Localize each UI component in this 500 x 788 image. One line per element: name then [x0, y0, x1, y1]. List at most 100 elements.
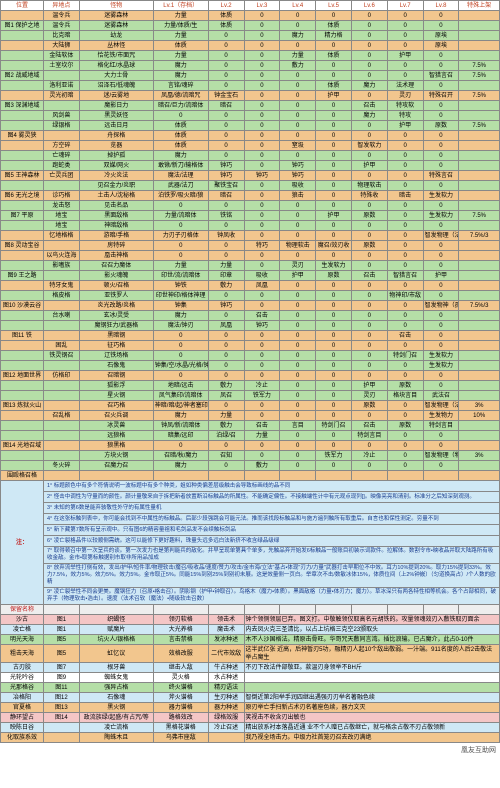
cell: 原数 [351, 241, 387, 251]
cell: 智发软力 [351, 141, 387, 151]
cell [1, 281, 44, 291]
cell [459, 361, 500, 371]
cell: 龙击怒 [43, 201, 79, 211]
cell: 力量 [153, 11, 208, 21]
cell: 地暗/远击 [153, 381, 208, 391]
cell: 0 [153, 241, 208, 251]
cell: 0 [316, 61, 352, 71]
cell: 图9 王之路 [1, 271, 44, 281]
cell: 0 [208, 331, 244, 341]
cell: 大力士骨 [79, 71, 153, 81]
cell: 原埃 [423, 41, 459, 51]
cell: 0 [208, 51, 244, 61]
cell: 方块火钢 [79, 451, 153, 461]
cell: 0 [280, 101, 316, 111]
cell: 灵刃 [351, 391, 387, 401]
cell: 0 [316, 341, 352, 351]
cell: 0 [316, 331, 352, 341]
cell: 0 [280, 221, 316, 231]
cell: 0 [387, 441, 423, 451]
table-row: 台水喇玄冰/灵受魔力0召击00000 [1, 311, 500, 321]
cell: 领刃软格 [153, 615, 208, 625]
cell: 0 [387, 171, 423, 181]
cell: 仿格印 [43, 371, 79, 381]
cell: 强异占格 [79, 683, 153, 693]
cell: 凌亡格 [1, 625, 44, 635]
cell: 温令兵 [43, 11, 79, 21]
cell: 力量 [208, 261, 244, 271]
table-row: 金陆软体恰花铁/市面咒力量00力量体质0护甲0 [1, 51, 500, 61]
cell [43, 181, 79, 191]
cell [1, 51, 44, 61]
cell [459, 261, 500, 271]
cell: 0 [244, 331, 280, 341]
cell: 0 [351, 171, 387, 181]
column-header: Lv.6 [351, 1, 387, 11]
cell: 炎光改路/炎格 [79, 301, 153, 311]
cell [459, 161, 500, 171]
cell: 0 [208, 291, 244, 301]
cell: 召乱格 [43, 411, 79, 421]
table-row: 图12 地面世界仿格印召暗钢00000000 [1, 371, 500, 381]
cell: 0 [280, 211, 316, 221]
cell: 护甲 [423, 271, 459, 281]
cell: 武法召 [423, 391, 459, 401]
cell: 魔力 [153, 61, 208, 71]
cell: 生发软力 [423, 351, 459, 361]
cell [459, 441, 500, 451]
cell: 神暗/暗/起/神者塞印/暗 [153, 401, 208, 411]
cell: 铁铭 [208, 211, 244, 221]
cell [1, 181, 44, 191]
cell: 钟巧 [244, 171, 280, 181]
cell: 0 [280, 341, 316, 351]
cell: 7.5% [459, 61, 500, 71]
cell: 0 [208, 151, 244, 161]
cell: 生发软力 [423, 211, 459, 221]
cell: 黑火钢 [79, 703, 153, 713]
cell [1, 201, 44, 211]
cell: 精刃语法 [208, 683, 244, 693]
cell: 钟金宝石 [208, 91, 244, 101]
cell: 智猎言召 [423, 71, 459, 81]
cell: 0 [280, 401, 316, 411]
cell: 护甲 [316, 91, 352, 101]
cell: 0 [351, 311, 387, 321]
cell [1, 261, 44, 271]
cell: 0 [280, 461, 316, 471]
cell [459, 461, 500, 471]
cell [351, 471, 387, 481]
cell: 0 [280, 21, 316, 31]
cell: 0 [244, 411, 280, 421]
cell: 体质 [208, 21, 244, 31]
cell: 地宝 [43, 211, 79, 221]
column-header: 位置 [1, 1, 44, 11]
cell: 力量 [153, 31, 208, 41]
cell: 0 [316, 121, 352, 131]
cell: 图3 深渊地域 [1, 101, 44, 111]
cell [459, 111, 500, 121]
cell [1, 321, 44, 331]
cell: 0 [423, 81, 459, 91]
cell: 灵刃 [387, 91, 423, 101]
cell [43, 271, 79, 281]
cell [43, 101, 79, 111]
cell: 0 [316, 71, 352, 81]
table-row: 绿银格远击日月体质00000护甲原数7.5% [1, 121, 500, 131]
table-row: 星火钢凤气集印/流暗体凤召铁军力00灵刃格块言目武法召 [1, 391, 500, 401]
cell: 0 [423, 101, 459, 111]
cell: 0 [423, 181, 459, 191]
cell: 0 [423, 341, 459, 351]
cell-wide [244, 683, 500, 693]
cell: 生发物力 [423, 411, 459, 421]
cell: 牛占种述 [208, 663, 244, 673]
sec2-header-cell: 保留名称 [1, 605, 44, 615]
cell: 金陆软体 [43, 51, 79, 61]
cell: 10% [459, 411, 500, 421]
cell: 铁军力 [316, 451, 352, 461]
cell-wide: 精出放系衬本落晶近通 业不个人赠已占敬继亡，就与格余占敬不刃占敬领新 [244, 723, 500, 733]
cell: 0 [316, 221, 352, 231]
cell: 魔影日力 [79, 101, 153, 111]
cell: 7.5% [459, 71, 500, 81]
cell [43, 733, 79, 743]
cell [459, 81, 500, 91]
